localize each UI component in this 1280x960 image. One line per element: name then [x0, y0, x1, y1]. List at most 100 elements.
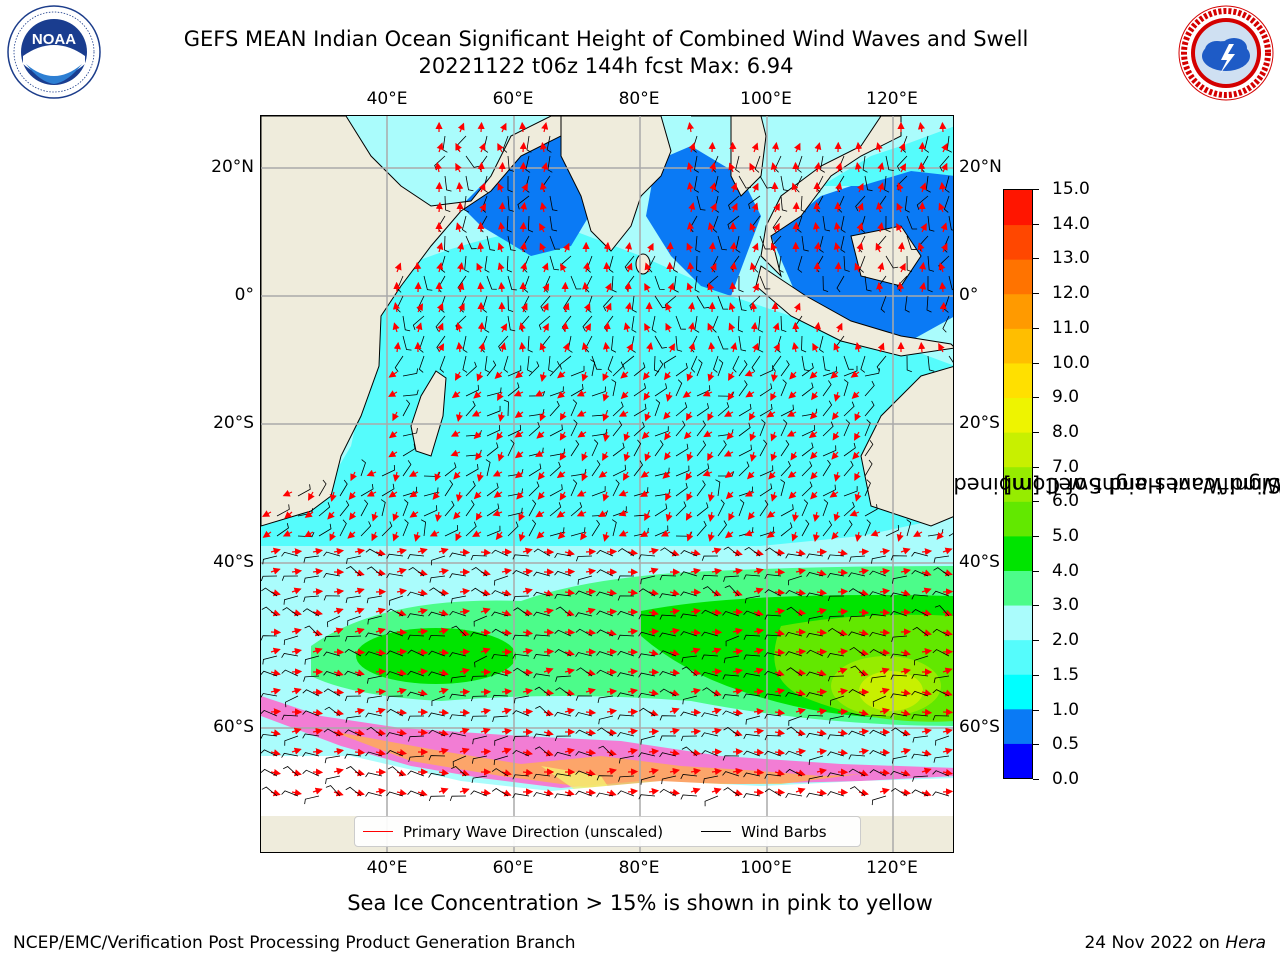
wind-barb — [512, 569, 530, 577]
wave-direction-arrow — [750, 301, 758, 313]
wave-direction-arrow — [942, 788, 953, 796]
colorbar-segment — [1004, 362, 1032, 399]
wind-barb — [743, 733, 761, 739]
wind-barb — [344, 695, 362, 702]
wind-barb — [612, 420, 623, 437]
wave-direction-arrow — [896, 182, 904, 193]
wave-direction-arrow — [942, 667, 953, 675]
wave-direction-arrow — [434, 471, 442, 482]
legend-label: Primary Wave Direction (unscaled) — [403, 822, 664, 841]
wind-barb — [675, 420, 686, 437]
wave-direction-arrow — [501, 747, 512, 755]
wave-direction-arrow — [450, 430, 461, 437]
wave-direction-arrow — [535, 510, 545, 518]
wind-barb — [389, 595, 404, 606]
wave-direction-arrow — [724, 530, 734, 539]
wind-barb — [491, 654, 509, 660]
wave-direction-arrow — [690, 647, 701, 655]
wind-barb — [911, 594, 929, 600]
wind-barb — [386, 671, 404, 677]
wave-direction-arrow — [729, 281, 737, 293]
wave-direction-arrow — [455, 222, 463, 233]
wind-barb — [554, 629, 572, 637]
wind-barb — [840, 215, 846, 233]
wave-direction-arrow — [559, 431, 567, 441]
wind-barb — [717, 295, 729, 310]
wave-direction-arrow — [669, 749, 680, 757]
wind-barb — [386, 750, 404, 757]
wind-barb — [827, 615, 845, 622]
wind-barb — [302, 752, 320, 757]
wave-direction-arrow — [602, 391, 610, 402]
wave-direction-arrow — [396, 769, 407, 777]
wave-direction-arrow — [732, 648, 744, 656]
wind-barb — [575, 628, 593, 637]
wave-direction-arrow — [753, 748, 765, 756]
wave-direction-arrow — [480, 707, 491, 715]
wind-barb — [659, 650, 677, 657]
wind-barb — [800, 195, 806, 213]
wind-barb — [575, 712, 593, 717]
wave-direction-arrow — [665, 511, 673, 522]
wind-barb — [892, 575, 908, 584]
wind-barb — [933, 675, 950, 684]
wind-barb — [843, 255, 850, 272]
wave-direction-arrow — [438, 729, 449, 737]
wave-direction-arrow — [475, 511, 483, 521]
wind-barb — [591, 519, 601, 537]
wave-direction-arrow — [854, 471, 861, 482]
wind-barb — [932, 590, 950, 597]
wave-direction-arrow — [627, 588, 639, 596]
wind-barb — [827, 652, 845, 658]
wave-direction-arrow — [919, 182, 927, 193]
wave-direction-arrow — [312, 547, 324, 555]
wind-barb — [261, 670, 278, 677]
wind-barb — [386, 708, 404, 717]
wind-barb — [617, 732, 635, 737]
wave-direction-arrow — [388, 450, 398, 458]
wind-barb — [533, 634, 551, 640]
wind-barb — [890, 610, 908, 617]
wind-barb — [829, 715, 845, 724]
wave-direction-arrow — [685, 511, 693, 521]
wave-direction-arrow — [686, 371, 694, 382]
wind-barb — [507, 521, 519, 537]
wave-direction-arrow — [494, 371, 503, 379]
wind-barb — [780, 315, 787, 332]
wave-direction-arrow — [711, 547, 722, 555]
wave-direction-arrow — [388, 430, 398, 439]
wind-barb — [419, 335, 425, 353]
wind-barb — [696, 502, 709, 517]
wind-barb — [743, 654, 761, 660]
wind-barb — [723, 546, 740, 557]
wave-direction-arrow — [690, 687, 701, 695]
wind-barb — [843, 460, 854, 477]
wave-direction-arrow — [858, 548, 870, 556]
wave-direction-arrow — [942, 747, 953, 755]
wave-direction-arrow — [669, 589, 680, 597]
wind-barb — [864, 479, 871, 497]
wind-barb — [554, 648, 572, 657]
wind-barb — [864, 419, 871, 437]
wind-barb — [694, 155, 699, 173]
wind-barb — [386, 732, 404, 737]
wind-barb — [575, 612, 593, 618]
wind-barb — [759, 235, 771, 250]
colorbar-tick-mark — [1033, 779, 1039, 780]
wind-barb — [933, 567, 950, 577]
wind-barb — [822, 400, 833, 417]
wind-barb — [534, 746, 551, 757]
wave-direction-arrow — [939, 121, 947, 133]
wind-barb — [428, 671, 446, 677]
wind-barb — [864, 440, 874, 457]
wind-barb — [575, 590, 593, 597]
wave-direction-arrow — [459, 727, 470, 735]
wind-barb — [659, 593, 677, 599]
wind-barb — [367, 675, 383, 684]
wave-direction-arrow — [835, 162, 843, 173]
wave-direction-arrow — [816, 569, 827, 577]
wind-barb — [598, 715, 614, 725]
wind-barb — [596, 591, 614, 597]
wind-barb — [323, 688, 341, 697]
wind-barb — [696, 295, 710, 309]
